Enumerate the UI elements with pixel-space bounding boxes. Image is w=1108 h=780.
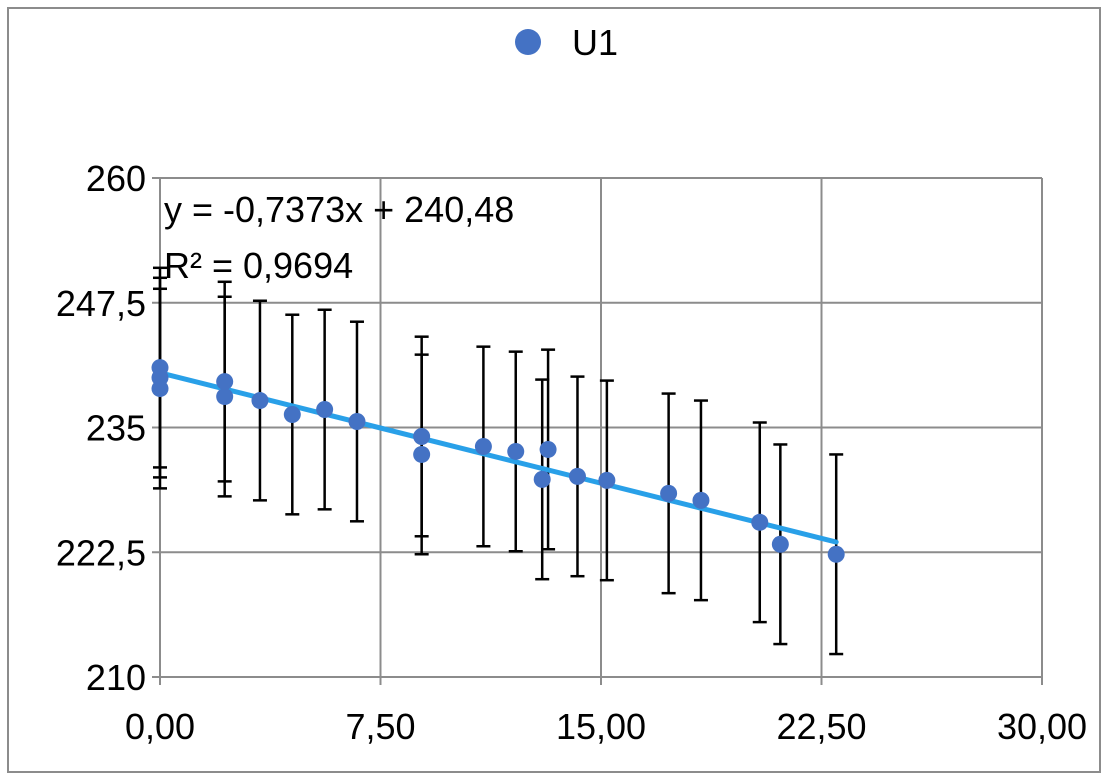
trendline-labels: y = -0,7373x + 240,48 R² = 0,9694: [164, 189, 514, 286]
x-tick-label: 15,00: [556, 706, 646, 747]
data-point: [348, 413, 366, 431]
trendline-equation: y = -0,7373x + 240,48: [164, 189, 514, 230]
y-tick-label: 247,5: [56, 283, 146, 324]
data-point: [316, 401, 334, 419]
gridlines: [160, 177, 1043, 677]
data-point: [251, 392, 269, 410]
trendline: [157, 370, 839, 545]
data-point: [413, 445, 431, 463]
chart-border: [7, 7, 1101, 773]
y-tick-label: 260: [86, 158, 146, 199]
trendline-line: [157, 370, 839, 545]
data-point: [216, 388, 234, 406]
x-tick-label: 0,00: [125, 706, 195, 747]
legend-label: U1: [572, 22, 618, 63]
data-point: [568, 467, 586, 485]
data-point: [283, 406, 301, 424]
data-point: [507, 442, 525, 460]
y-tick-label: 222,5: [56, 532, 146, 573]
y-tick-label: 235: [86, 408, 146, 449]
tick-labels: 210 222,5 235 247,5 260 0,00 7,50 15,00 22,50 30,…: [56, 158, 1087, 747]
x-tick-label: 22,50: [776, 706, 866, 747]
data-point: [539, 440, 557, 458]
legend-marker-icon: [515, 29, 541, 55]
data-point: [533, 470, 551, 488]
data-points: [151, 359, 845, 563]
y-tick-label: 210: [86, 657, 146, 698]
x-tick-label: 30,00: [997, 706, 1087, 747]
data-point: [216, 373, 234, 391]
legend: U1: [515, 22, 618, 63]
data-point: [692, 491, 710, 509]
data-point: [771, 535, 789, 553]
data-point: [151, 380, 169, 398]
data-point: [660, 484, 678, 502]
data-point: [598, 471, 616, 489]
data-point: [827, 545, 845, 563]
x-tick-label: 7,50: [345, 706, 415, 747]
data-point: [751, 513, 769, 531]
data-point: [474, 437, 492, 455]
trendline-r-squared: R² = 0,9694: [164, 245, 353, 286]
data-point: [413, 427, 431, 445]
